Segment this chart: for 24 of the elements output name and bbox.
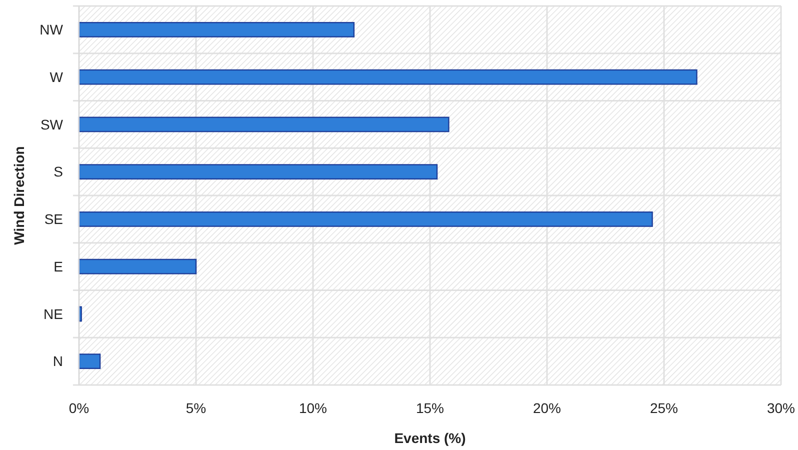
bar xyxy=(78,258,197,274)
y-tick-label: W xyxy=(50,68,64,85)
y-axis-title: Wind Direction xyxy=(11,146,27,245)
bar xyxy=(78,164,438,180)
y-tick-label: S xyxy=(54,164,63,180)
x-tick-label: 20% xyxy=(532,400,562,416)
y-tick-label: SE xyxy=(44,211,63,228)
bar xyxy=(78,354,101,370)
x-tick-label: 30% xyxy=(766,400,796,416)
bar xyxy=(78,211,653,227)
x-tick-label: 15% xyxy=(416,400,444,416)
x-axis-title: Events (%) xyxy=(394,430,466,446)
bar xyxy=(78,69,698,85)
y-tick-label: NW xyxy=(40,22,64,38)
bar xyxy=(78,116,450,132)
x-tick-label: 10% xyxy=(298,400,328,416)
bar xyxy=(78,22,355,38)
x-tick-label: 0% xyxy=(68,400,90,416)
x-tick-label: 5% xyxy=(186,400,206,416)
x-tick-label: 25% xyxy=(650,400,678,416)
y-tick-label: NE xyxy=(44,306,63,322)
y-tick-label: E xyxy=(54,258,63,274)
y-tick-label: N xyxy=(52,353,63,370)
y-tick-label: SW xyxy=(40,116,64,132)
